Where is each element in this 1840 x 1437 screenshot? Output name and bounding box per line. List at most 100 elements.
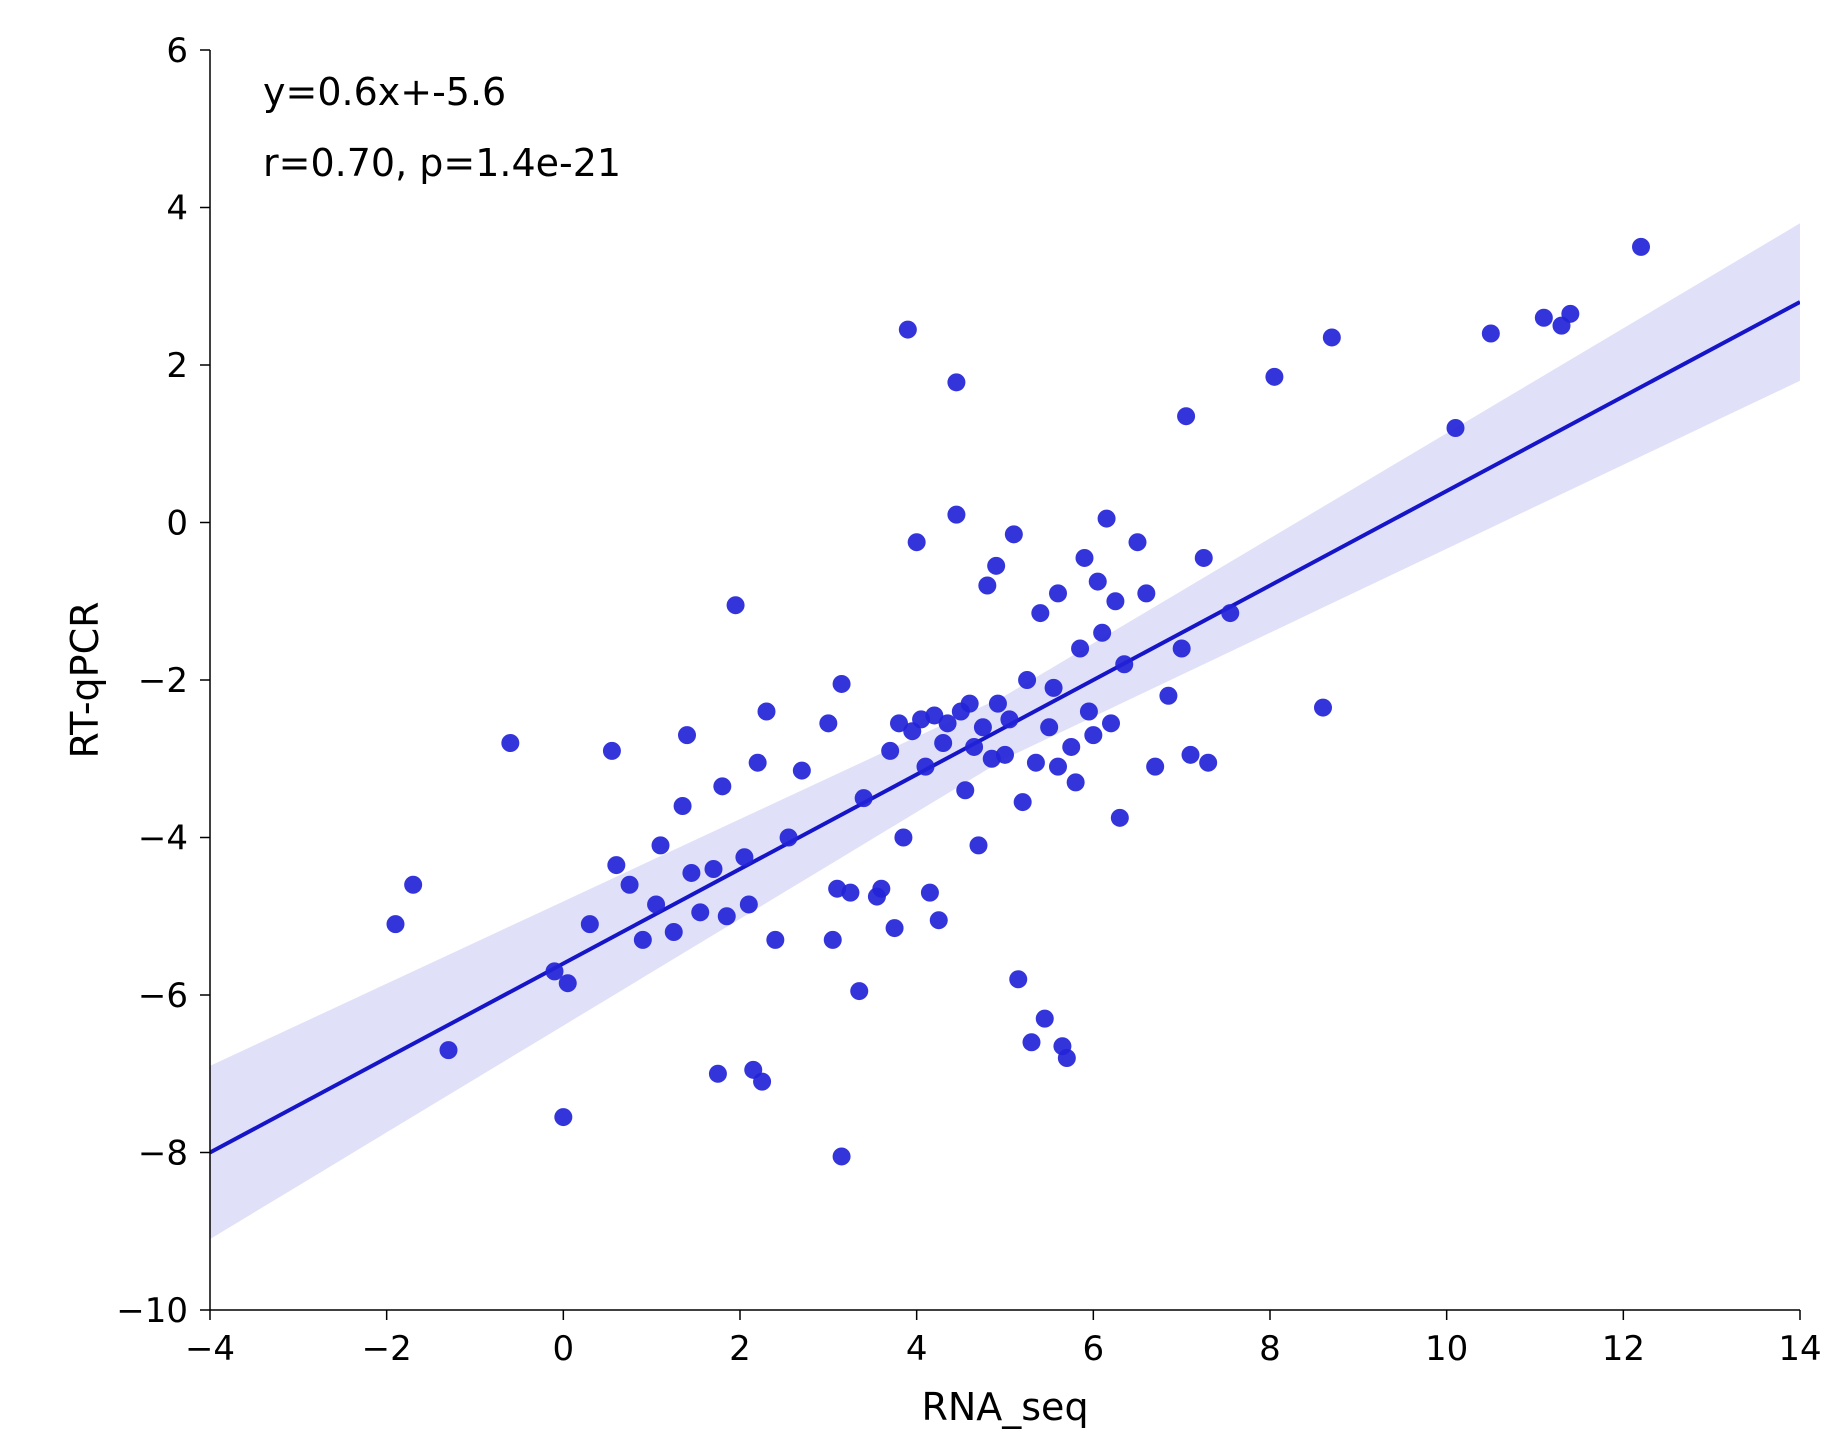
data-point	[1093, 624, 1111, 642]
y-tick-label: 2	[166, 346, 188, 386]
data-point	[440, 1041, 458, 1059]
data-point	[501, 734, 519, 752]
data-point	[841, 884, 859, 902]
data-point	[1089, 573, 1107, 591]
data-point	[1080, 703, 1098, 721]
data-point	[647, 895, 665, 913]
data-point	[894, 829, 912, 847]
data-point	[1323, 328, 1341, 346]
data-point	[1137, 584, 1155, 602]
x-tick-label: 8	[1259, 1329, 1281, 1369]
data-point	[1076, 549, 1094, 567]
data-point	[1005, 525, 1023, 543]
data-point	[1062, 738, 1080, 756]
data-point	[819, 714, 837, 732]
data-point	[917, 758, 935, 776]
data-point	[709, 1065, 727, 1083]
data-point	[850, 982, 868, 1000]
data-point	[1199, 754, 1217, 772]
data-point	[1058, 1049, 1076, 1067]
data-point	[881, 742, 899, 760]
data-point	[727, 596, 745, 614]
chart-svg: −4−202468101214−10−8−6−4−20246RNA_seqRT-…	[0, 0, 1840, 1437]
x-tick-label: 4	[906, 1329, 928, 1369]
x-tick-label: 10	[1425, 1329, 1468, 1369]
y-tick-label: 0	[166, 503, 188, 543]
data-point	[1115, 655, 1133, 673]
data-point	[705, 860, 723, 878]
data-point	[652, 836, 670, 854]
data-point	[1084, 726, 1102, 744]
data-point	[1000, 710, 1018, 728]
data-point	[581, 915, 599, 933]
y-tick-label: −8	[138, 1133, 188, 1173]
data-point	[665, 923, 683, 941]
data-point	[1040, 718, 1058, 736]
x-tick-label: −4	[185, 1329, 235, 1369]
data-point	[1195, 549, 1213, 567]
data-point	[908, 533, 926, 551]
data-point	[1027, 754, 1045, 772]
data-point	[718, 907, 736, 925]
data-point	[1049, 758, 1067, 776]
data-point	[886, 919, 904, 937]
data-point	[1482, 325, 1500, 343]
data-point	[603, 742, 621, 760]
data-point	[793, 762, 811, 780]
data-point	[1071, 640, 1089, 658]
data-point	[1102, 714, 1120, 732]
data-point	[899, 321, 917, 339]
data-point	[1159, 687, 1177, 705]
data-point	[607, 856, 625, 874]
data-point	[956, 781, 974, 799]
data-point	[1535, 309, 1553, 327]
data-point	[1146, 758, 1164, 776]
x-tick-label: 6	[1083, 1329, 1105, 1369]
data-point	[965, 738, 983, 756]
data-point	[1045, 679, 1063, 697]
data-point	[766, 931, 784, 949]
data-point	[1098, 510, 1116, 528]
data-point	[1111, 809, 1129, 827]
data-point	[691, 903, 709, 921]
data-point	[947, 373, 965, 391]
data-point	[559, 974, 577, 992]
y-axis-title: RT-qPCR	[63, 601, 107, 758]
data-point	[678, 726, 696, 744]
x-tick-label: 14	[1778, 1329, 1821, 1369]
data-point	[974, 718, 992, 736]
data-point	[921, 884, 939, 902]
scatter-chart: −4−202468101214−10−8−6−4−20246RNA_seqRT-…	[0, 0, 1840, 1437]
data-point	[1014, 793, 1032, 811]
data-point	[996, 746, 1014, 764]
data-point	[621, 876, 639, 894]
data-point	[1129, 533, 1147, 551]
data-point	[753, 1073, 771, 1091]
data-point	[634, 931, 652, 949]
data-point	[833, 1147, 851, 1165]
data-point	[740, 895, 758, 913]
y-tick-label: −10	[116, 1291, 188, 1331]
data-point	[554, 1108, 572, 1126]
data-point	[1447, 419, 1465, 437]
data-point	[674, 797, 692, 815]
data-point	[1182, 746, 1200, 764]
y-tick-label: −2	[138, 661, 188, 701]
data-point	[872, 880, 890, 898]
data-point	[713, 777, 731, 795]
data-point	[404, 876, 422, 894]
data-point	[780, 829, 798, 847]
data-point	[1314, 699, 1332, 717]
data-point	[1106, 592, 1124, 610]
data-point	[824, 931, 842, 949]
data-point	[1265, 368, 1283, 386]
y-tick-label: −4	[138, 818, 188, 858]
data-point	[989, 695, 1007, 713]
annotation-line: r=0.70, p=1.4e-21	[263, 141, 621, 185]
data-point	[1018, 671, 1036, 689]
x-tick-label: 2	[729, 1329, 751, 1369]
data-point	[978, 577, 996, 595]
x-axis-title: RNA_seq	[921, 1385, 1088, 1429]
data-point	[1031, 604, 1049, 622]
data-point	[682, 864, 700, 882]
